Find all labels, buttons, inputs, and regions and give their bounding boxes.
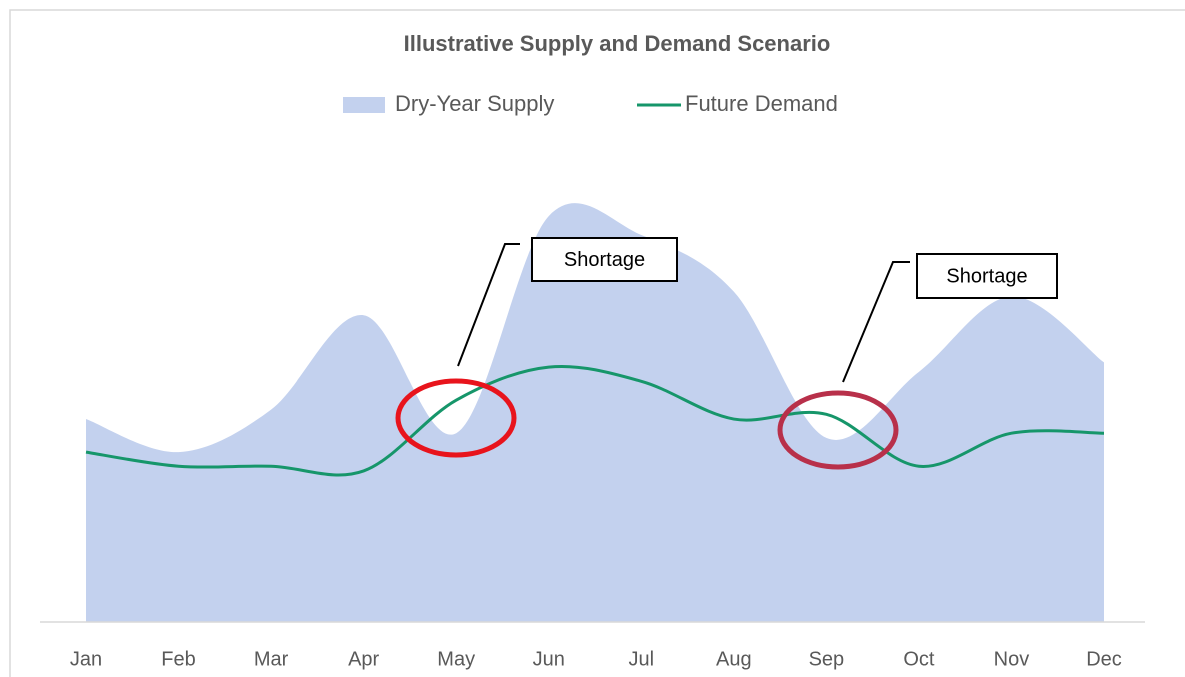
annotation-label: Shortage bbox=[946, 265, 1027, 287]
leader-line bbox=[457, 243, 520, 367]
x-tick-label: Oct bbox=[903, 648, 935, 670]
x-tick-label: Apr bbox=[348, 648, 379, 670]
x-tick-label: May bbox=[437, 648, 475, 670]
legend-label: Dry-Year Supply bbox=[395, 91, 554, 116]
x-tick-label: Feb bbox=[161, 648, 195, 670]
annotation-label: Shortage bbox=[564, 249, 645, 271]
shortage-circle bbox=[777, 390, 899, 470]
x-tick-label: Mar bbox=[254, 648, 289, 670]
x-tick-label: Sep bbox=[809, 648, 845, 670]
annotation-box bbox=[531, 237, 678, 282]
supply-area bbox=[86, 203, 1104, 622]
x-tick-label: Jul bbox=[628, 648, 654, 670]
leader-line bbox=[842, 261, 910, 383]
chart-title: Illustrative Supply and Demand Scenario bbox=[404, 31, 831, 56]
x-tick-label: Jan bbox=[70, 648, 102, 670]
annotation-box bbox=[916, 253, 1058, 299]
legend-swatch bbox=[343, 97, 385, 113]
demand-line bbox=[85, 365, 1105, 477]
chart-frame bbox=[9, 9, 1185, 677]
legend-label: Future Demand bbox=[685, 91, 838, 116]
x-tick-label: Dec bbox=[1086, 648, 1122, 670]
x-tick-label: Jun bbox=[533, 648, 565, 670]
shortage-circle bbox=[395, 378, 517, 458]
x-tick-label: Nov bbox=[994, 648, 1030, 670]
x-tick-label: Aug bbox=[716, 648, 752, 670]
